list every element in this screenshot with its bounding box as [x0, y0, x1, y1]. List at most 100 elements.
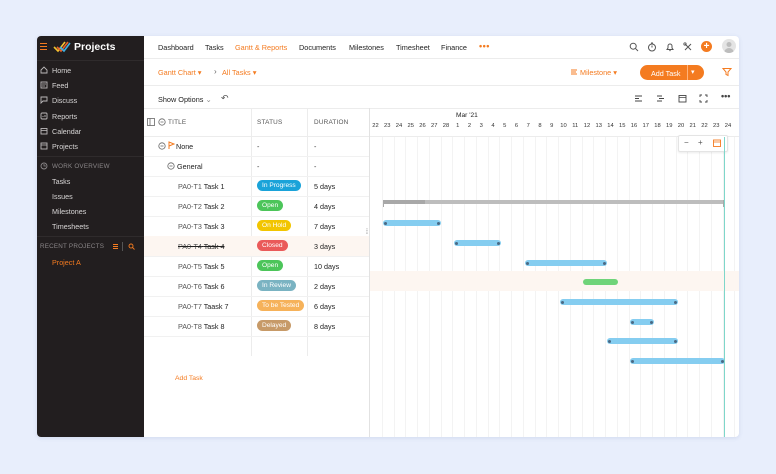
- day-label: 20: [677, 123, 685, 129]
- gantt-bar-task-6[interactable]: [630, 319, 654, 325]
- sidebar-item-issues[interactable]: Issues: [52, 192, 73, 201]
- tab-dashboard[interactable]: Dashboard: [158, 43, 194, 52]
- table-row-group[interactable]: None - -: [144, 136, 369, 157]
- table-row[interactable]: PA0-T7 Taask 7 To be Tested 6 days: [144, 296, 369, 317]
- view-dropdown-label: Gantt Chart: [158, 68, 196, 77]
- avatar[interactable]: [722, 39, 736, 53]
- add-task-link[interactable]: Add Task: [175, 375, 203, 382]
- column-header-title[interactable]: TITLE: [168, 119, 187, 126]
- gantt-bar-task-7[interactable]: [607, 338, 678, 344]
- gantt-bar-task-8[interactable]: [630, 358, 725, 364]
- panel-resize-handle[interactable]: ⁞: [366, 229, 368, 236]
- filter-icon[interactable]: [722, 67, 732, 77]
- day-label: 22: [701, 123, 708, 129]
- undo-icon[interactable]: ↶: [221, 93, 229, 103]
- zoom-in-button[interactable]: +: [698, 138, 703, 147]
- columns-icon[interactable]: [147, 118, 155, 126]
- milestone-dropdown[interactable]: Milestone ▾: [580, 68, 617, 77]
- sidebar-item-feed[interactable]: Feed: [37, 78, 144, 92]
- tab-finance[interactable]: Finance: [441, 43, 467, 52]
- tab-tasks[interactable]: Tasks: [205, 43, 224, 52]
- work-overview-header: WORK OVERVIEW: [52, 163, 110, 170]
- task-title[interactable]: PA0-T3 Task 3: [178, 222, 225, 231]
- gantt-bar-task-4[interactable]: [583, 279, 618, 285]
- task-status[interactable]: On Hold: [257, 220, 292, 231]
- sidebar-item-projects[interactable]: Projects: [37, 139, 144, 153]
- list-icon[interactable]: [112, 243, 119, 250]
- table-row[interactable]: PA0-T2 Task 2 Open 4 days: [144, 196, 369, 217]
- table-row[interactable]: PA0-T5 Task 5 Open 10 days: [144, 256, 369, 277]
- table-row[interactable]: PA0-T4 Task 4 Closed 3 days: [144, 236, 369, 257]
- more-tabs-button[interactable]: •••: [479, 41, 490, 51]
- show-options-dropdown[interactable]: Show Options ⌄: [158, 95, 212, 104]
- divider: [37, 156, 144, 157]
- tab-timesheet[interactable]: Timesheet: [396, 43, 430, 52]
- sidebar-item-timesheets[interactable]: Timesheets: [52, 222, 89, 231]
- search-icon[interactable]: [128, 243, 135, 250]
- task-title[interactable]: PA0-T5 Task 5: [178, 262, 225, 271]
- table-row-group[interactable]: General - -: [144, 156, 369, 177]
- task-title[interactable]: PA0-T7 Taask 7: [178, 302, 229, 311]
- sidebar-item-milestones[interactable]: Milestones: [52, 207, 87, 216]
- status-badge: On Hold: [257, 220, 292, 231]
- align-right-icon[interactable]: [656, 94, 665, 103]
- gantt-bar-task-3[interactable]: [525, 260, 607, 266]
- status-badge: Open: [257, 260, 284, 271]
- sidebar-item-reports[interactable]: Reports: [37, 109, 144, 123]
- task-title[interactable]: PA0-T4 Task 4: [178, 242, 225, 251]
- timer-icon[interactable]: [647, 42, 657, 52]
- task-filter-dropdown[interactable]: All Tasks ▾: [222, 68, 257, 77]
- tab-documents[interactable]: Documents: [299, 43, 336, 52]
- add-task-button[interactable]: Add Task ▾: [640, 65, 704, 80]
- collapse-all-icon[interactable]: [158, 118, 166, 126]
- task-title[interactable]: PA0-T2 Task 2: [178, 202, 225, 211]
- notification-bell-icon[interactable]: [665, 42, 675, 52]
- sidebar-item-discuss[interactable]: Discuss: [37, 93, 144, 107]
- day-label: 21: [689, 123, 696, 129]
- search-icon[interactable]: [629, 42, 639, 52]
- tab-milestones[interactable]: Milestones: [349, 43, 384, 52]
- calendar-view-icon[interactable]: [678, 94, 687, 103]
- gantt-bar-task-5[interactable]: [560, 299, 678, 305]
- sidebar-item-home[interactable]: Home: [37, 63, 144, 77]
- tools-icon[interactable]: [683, 42, 693, 52]
- gantt-bar-task-1[interactable]: [383, 220, 441, 226]
- hamburger-menu-icon[interactable]: [40, 43, 47, 50]
- task-title[interactable]: PA0-T6 Task 6: [178, 282, 225, 291]
- task-status[interactable]: Open: [257, 260, 284, 271]
- collapse-icon[interactable]: [158, 142, 166, 150]
- more-options-icon[interactable]: •••: [721, 91, 731, 101]
- sidebar-item-tasks[interactable]: Tasks: [52, 177, 71, 186]
- column-header-duration[interactable]: DURATION: [314, 119, 349, 126]
- day-label: 18: [654, 123, 661, 129]
- table-row[interactable]: PA0-T8 Task 8 Delayed 8 days: [144, 316, 369, 337]
- task-status[interactable]: Closed: [257, 240, 288, 251]
- task-status[interactable]: In Review: [257, 280, 296, 291]
- tab-gantt-reports[interactable]: Gantt & Reports: [235, 43, 288, 52]
- collapse-icon[interactable]: [167, 162, 175, 170]
- column-header-status[interactable]: STATUS: [257, 119, 283, 126]
- group-summary-bar[interactable]: [383, 200, 724, 204]
- projects-logo-icon: [53, 41, 71, 53]
- quick-add-button[interactable]: +: [701, 41, 712, 52]
- task-status[interactable]: To be Tested: [257, 300, 305, 311]
- view-dropdown[interactable]: Gantt Chart ▾: [158, 68, 202, 77]
- table-row[interactable]: PA0-T3 Task 3 On Hold 7 days: [144, 216, 369, 237]
- chevron-down-icon[interactable]: ▾: [691, 69, 695, 76]
- task-title[interactable]: PA0-T8 Task 8: [178, 322, 225, 331]
- gantt-bar-task-2[interactable]: [454, 240, 501, 246]
- task-status[interactable]: In Progress: [257, 180, 301, 191]
- table-row[interactable]: PA0-T1 Task 1 In Progress 5 days: [144, 176, 369, 197]
- fullscreen-icon[interactable]: [699, 94, 708, 103]
- day-scale: 22 23 24 25 26 27 28 1 2 3 4 5 6 7 8 9 10 11 12 13 14 15 16 17 1…: [370, 121, 739, 131]
- task-status[interactable]: Delayed: [257, 320, 292, 331]
- align-left-icon[interactable]: [634, 94, 643, 103]
- divider: [37, 236, 144, 237]
- task-title[interactable]: PA0-T1 Task 1: [178, 182, 225, 191]
- calendar-icon[interactable]: [713, 139, 721, 147]
- table-row[interactable]: PA0-T6 Task 6 In Review 2 days: [144, 276, 369, 297]
- recent-project-a[interactable]: Project A: [52, 258, 81, 267]
- task-status[interactable]: Open: [257, 200, 284, 211]
- sidebar-item-calendar[interactable]: Calendar: [37, 124, 144, 138]
- zoom-out-button[interactable]: −: [684, 138, 689, 147]
